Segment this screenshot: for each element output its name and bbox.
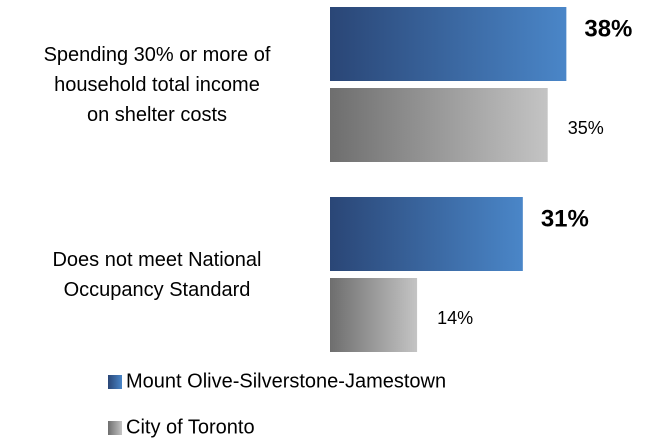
legend-label: Mount Olive-Silverstone-Jamestown bbox=[126, 370, 446, 392]
legend-swatch bbox=[108, 375, 122, 389]
bar bbox=[330, 197, 523, 271]
bar bbox=[330, 88, 548, 162]
value-label: 38% bbox=[584, 15, 632, 42]
value-label: 14% bbox=[437, 308, 473, 328]
bar bbox=[330, 278, 418, 352]
bar bbox=[330, 7, 567, 81]
legend-swatch bbox=[108, 421, 122, 435]
value-label: 35% bbox=[568, 118, 604, 138]
category-label: Does not meet National Occupancy Standar… bbox=[52, 248, 262, 301]
value-label: 31% bbox=[541, 205, 589, 232]
category-label: Spending 30% or more of household total … bbox=[43, 43, 271, 126]
legend-label: City of Toronto bbox=[126, 416, 255, 438]
